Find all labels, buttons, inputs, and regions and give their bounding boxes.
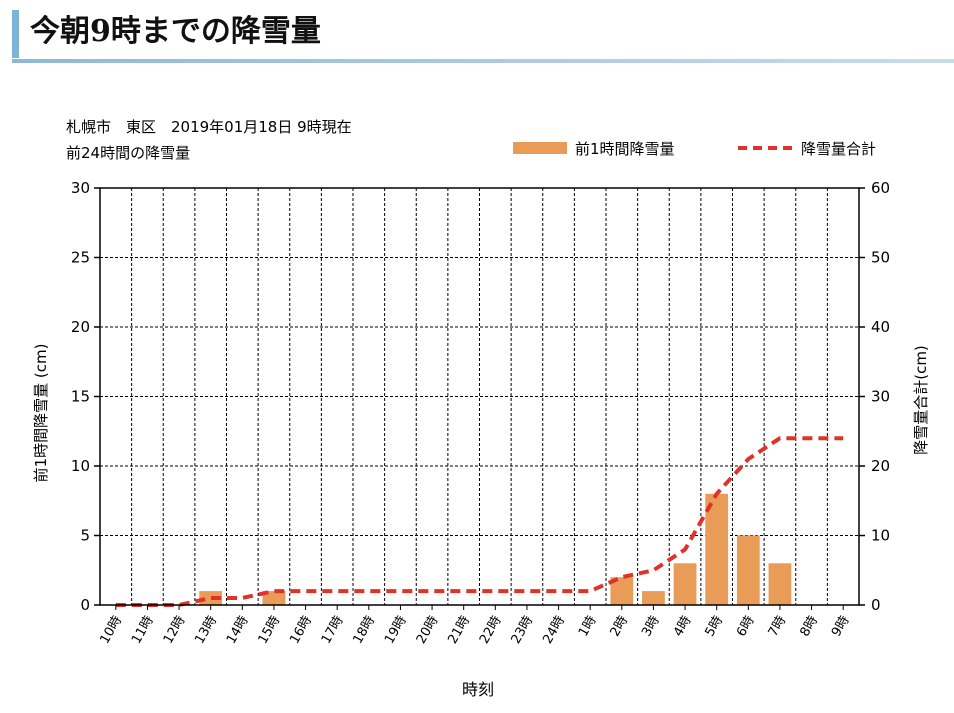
chart-title-line1: 札幌市 東区 2019年01月18日 9時現在 (66, 118, 352, 136)
x-tick-label: 22時 (477, 614, 505, 647)
x-tick-label: 3時 (639, 614, 663, 640)
x-tick-label: 13時 (192, 614, 220, 647)
y-right-tick-label: 30 (871, 388, 890, 406)
x-tick-label: 7時 (766, 614, 790, 640)
x-tick-label: 9時 (829, 614, 853, 640)
header-accent-bar (12, 10, 19, 58)
x-tick-label: 15時 (256, 614, 284, 647)
y-axis-left-label: 前1時間降雪量 (cm) (32, 344, 50, 483)
x-tick-label: 12時 (161, 614, 189, 647)
y-right-tick-label: 50 (871, 249, 890, 267)
y-left-tick-label: 0 (80, 596, 90, 614)
y-left-tick-label: 15 (71, 388, 90, 406)
bar-series (199, 493, 792, 605)
legend-bar-swatch (513, 142, 567, 154)
y-right-tick-label: 20 (871, 457, 890, 475)
bar-15時 (262, 591, 286, 605)
bar-6時 (736, 535, 760, 605)
bar-3時 (642, 591, 665, 605)
x-tick-label: 10時 (98, 614, 126, 647)
x-axis: 10時 11時 12時 13時 14時 15時 16時 17時 18時 19時 20時 21時 22時 2… (98, 605, 853, 647)
y-left-tick-label: 20 (71, 318, 90, 336)
y-axis-right-label: 降雪量合計(cm) (912, 345, 930, 455)
x-tick-label: 24時 (540, 614, 568, 647)
y-right-tick-label: 0 (871, 596, 881, 614)
y-left-tick-label: 5 (80, 527, 90, 545)
x-tick-label: 6時 (734, 614, 758, 640)
y-axis-left: 0 5 10 15 20 25 30 (71, 179, 100, 614)
page-header: 今朝9時までの降雪量 (0, 0, 954, 64)
x-tick-label: 23時 (509, 614, 537, 647)
cumulative-snowfall-line (115, 436, 844, 607)
chart-legend: 前1時間降雪量 降雪量合計 (513, 140, 876, 158)
x-axis-label: 時刻 (462, 680, 494, 699)
x-tick-label: 17時 (319, 614, 347, 647)
x-tick-label: 20時 (414, 614, 442, 647)
bar-2時 (610, 577, 634, 605)
line-series (115, 436, 844, 607)
y-left-tick-label: 10 (71, 457, 90, 475)
chart-title-line2: 前24時間の降雪量 (66, 144, 190, 162)
header-underline (12, 59, 954, 63)
legend-bar-label: 前1時間降雪量 (575, 140, 675, 158)
y-right-tick-label: 60 (871, 179, 890, 197)
x-tick-label: 16時 (287, 614, 315, 647)
x-tick-label: 5時 (703, 614, 727, 640)
x-tick-label: 21時 (445, 614, 473, 647)
y-right-tick-label: 40 (871, 318, 890, 336)
x-tick-label: 11時 (129, 614, 157, 647)
bar-13時 (199, 591, 223, 605)
y-right-tick-label: 10 (871, 527, 890, 545)
x-tick-label: 1時 (576, 614, 600, 640)
bar-5時 (705, 493, 729, 605)
y-axis-right: 0 10 20 30 40 50 60 (859, 179, 890, 614)
x-tick-label: 14時 (224, 614, 252, 647)
y-left-tick-label: 30 (71, 179, 90, 197)
page-title: 今朝9時までの降雪量 (30, 14, 321, 49)
bar-4時 (673, 563, 697, 605)
x-tick-label: 19時 (382, 614, 410, 647)
x-tick-label: 8時 (797, 614, 821, 640)
x-tick-label: 2時 (608, 614, 632, 640)
y-left-tick-label: 25 (71, 249, 90, 267)
x-tick-label: 4時 (671, 614, 695, 640)
chart-grid (100, 188, 859, 605)
x-tick-label: 18時 (351, 614, 379, 647)
legend-line-label: 降雪量合計 (801, 140, 876, 158)
bar-7時 (768, 563, 792, 605)
